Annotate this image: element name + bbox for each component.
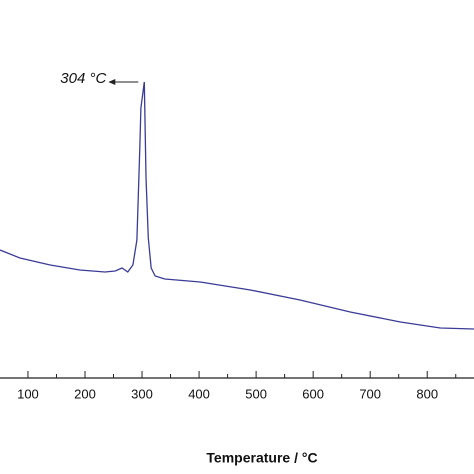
x-axis-label: Temperature / °C <box>206 450 317 466</box>
data-line <box>0 81 474 330</box>
x-tick-label: 100 <box>17 386 39 401</box>
x-tick-label: 500 <box>245 386 267 401</box>
annotation: 304 °C <box>60 70 106 87</box>
x-tick-label: 700 <box>359 386 381 401</box>
x-tick-label: 600 <box>302 386 324 401</box>
annotation-arrowhead <box>108 79 116 85</box>
x-tick-label: 400 <box>188 386 210 401</box>
x-tick-label: 800 <box>416 386 438 401</box>
x-tick-label: 300 <box>131 386 153 401</box>
x-tick-label: 200 <box>74 386 96 401</box>
